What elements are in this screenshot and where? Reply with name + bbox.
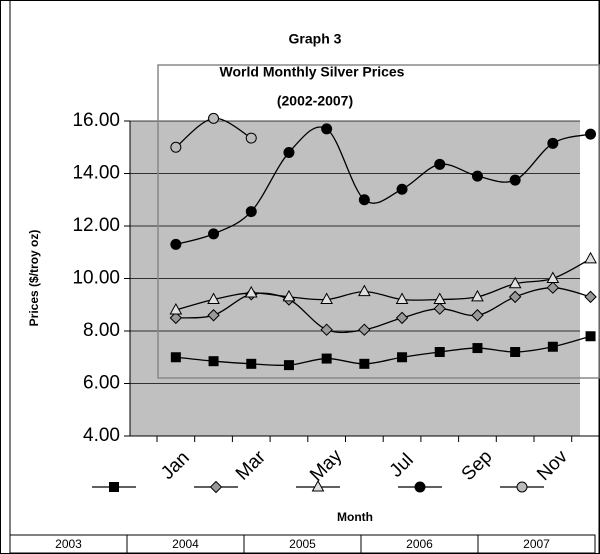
marker: [510, 347, 521, 357]
marker: [358, 323, 371, 336]
marker: [547, 137, 559, 149]
y-tick-label: 12.00: [72, 215, 120, 236]
marker: [471, 289, 484, 302]
marker: [509, 174, 521, 186]
marker: [169, 311, 183, 325]
legend-marker: [516, 481, 528, 493]
marker: [245, 206, 257, 218]
marker: [321, 353, 332, 364]
marker: [282, 289, 296, 302]
marker: [358, 194, 370, 206]
legend-label: 2006: [406, 537, 433, 551]
y-tick-label: 16.00: [72, 110, 120, 131]
marker: [397, 352, 408, 363]
marker: [320, 292, 333, 304]
marker: [170, 141, 182, 153]
marker: [471, 309, 484, 322]
marker: [246, 358, 257, 369]
marker: [471, 170, 483, 182]
marker: [170, 352, 181, 363]
marker: [584, 251, 597, 264]
marker: [547, 341, 558, 352]
marker: [585, 331, 596, 342]
marker: [508, 276, 522, 289]
marker: [395, 292, 409, 304]
legend-marker: [311, 479, 325, 492]
legend-label: 2004: [172, 537, 199, 551]
y-tick-label: 10.00: [72, 268, 120, 289]
marker: [359, 358, 370, 369]
marker: [170, 238, 182, 250]
marker: [358, 284, 371, 297]
marker: [320, 323, 333, 336]
legend-cell: [477, 534, 596, 554]
marker: [208, 228, 220, 240]
chart-title: Graph 3: [289, 31, 342, 47]
legend-label: 2003: [55, 537, 82, 551]
marker: [433, 292, 447, 304]
legend-label: 2005: [289, 537, 316, 551]
marker: [395, 311, 409, 325]
x-axis-label: Month: [337, 510, 373, 524]
y-tick-label: 14.00: [72, 163, 120, 184]
legend-marker: [109, 482, 119, 492]
marker: [433, 302, 446, 315]
marker: [546, 271, 560, 283]
y-tick-label: 8.00: [83, 320, 120, 341]
marker: [207, 309, 220, 322]
chart-subtitle: (2002-2007): [277, 93, 353, 109]
marker: [434, 158, 446, 170]
legend-marker: [209, 480, 223, 494]
legend-marker: [414, 481, 426, 493]
marker: [169, 302, 183, 315]
marker: [585, 128, 597, 140]
marker: [472, 343, 483, 354]
y-tick-label: 4.00: [83, 425, 120, 446]
y-axis-label: Prices ($/troy oz): [27, 230, 41, 327]
marker: [244, 285, 258, 298]
marker: [208, 112, 220, 124]
marker: [321, 123, 333, 135]
marker: [245, 132, 257, 144]
chart-subtitle: World Monthly Silver Prices: [220, 64, 405, 80]
marker: [207, 292, 220, 304]
marker: [434, 347, 445, 357]
marker: [546, 281, 560, 294]
marker: [508, 290, 522, 304]
marker: [584, 290, 597, 304]
marker: [208, 356, 219, 367]
marker: [283, 147, 295, 158]
legend-label: 2007: [523, 537, 550, 551]
title-box: [157, 64, 600, 379]
y-tick-label: 6.00: [83, 373, 120, 394]
marker: [283, 360, 294, 371]
marker: [396, 183, 408, 195]
